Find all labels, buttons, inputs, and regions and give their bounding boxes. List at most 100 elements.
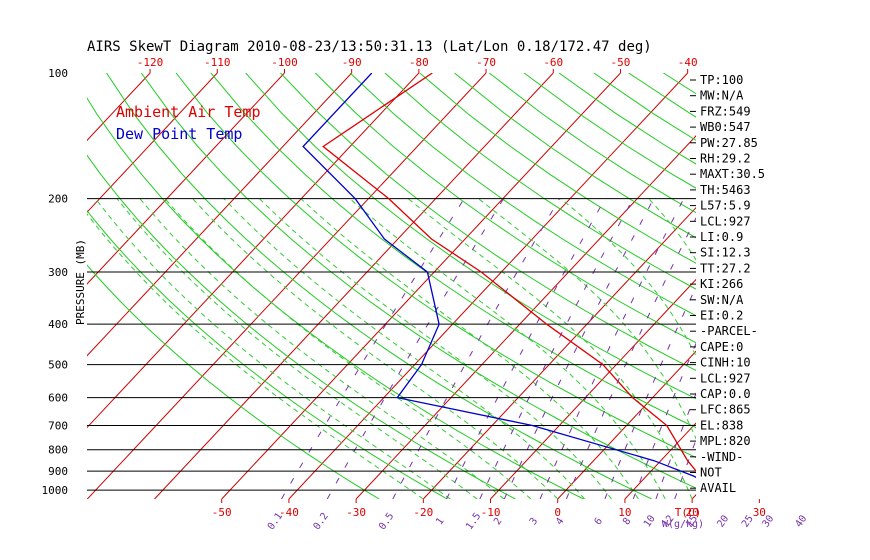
stat-item: -PARCEL- bbox=[700, 324, 758, 338]
stat-item: WB0:547 bbox=[700, 120, 751, 134]
moist-adiabat-line bbox=[349, 198, 666, 499]
moist-adiabat-line bbox=[478, 198, 696, 440]
moist-adiabat-line bbox=[407, 198, 693, 499]
dry-adiabat-line bbox=[87, 209, 448, 499]
top-temp-tick-label: -70 bbox=[476, 56, 496, 69]
mixing-ratio-line bbox=[775, 199, 870, 499]
mixing-ratio-label: 0.5 bbox=[377, 511, 396, 532]
w-unit-label: W(g/kg) bbox=[662, 519, 704, 530]
dry-adiabat-line bbox=[87, 154, 516, 499]
stat-item: TH:5463 bbox=[700, 183, 751, 197]
dry-adiabat-line bbox=[419, 73, 696, 264]
chart-title: AIRS SkewT Diagram 2010-08-23/13:50:31.1… bbox=[87, 39, 652, 55]
isotherm-line bbox=[87, 73, 218, 213]
stat-item: AVAIL bbox=[700, 481, 736, 495]
dry-adiabat-line bbox=[488, 73, 696, 214]
top-temp-tick-label: -110 bbox=[204, 56, 231, 69]
top-temp-tick-label: -60 bbox=[543, 56, 563, 69]
stat-item: EL:838 bbox=[700, 418, 743, 432]
top-temp-tick-label: -100 bbox=[271, 56, 298, 69]
stat-item: LCL:927 bbox=[700, 214, 751, 228]
stat-item: TT:27.2 bbox=[700, 261, 751, 275]
dry-adiabat-line bbox=[280, 73, 696, 371]
bottom-temp-tick-label: -50 bbox=[212, 506, 232, 519]
stat-item: KI:266 bbox=[700, 277, 743, 291]
moist-adiabat-line bbox=[192, 198, 559, 499]
mixing-ratio-label: 6 bbox=[593, 516, 605, 527]
isotherm-line bbox=[87, 73, 285, 285]
bottom-temp-tick-label: 10 bbox=[618, 506, 631, 519]
isotherm-line bbox=[87, 73, 353, 357]
isotherm-line bbox=[288, 73, 689, 499]
mixing-ratio-label: 10 bbox=[642, 513, 658, 529]
bottom-temp-tick-label: 30 bbox=[753, 506, 766, 519]
y-axis-label: PRESSURE (MB) bbox=[74, 239, 87, 325]
bottom-temp-tick-label: -30 bbox=[346, 506, 366, 519]
isotherm-line bbox=[0, 73, 16, 499]
isotherm-line bbox=[557, 350, 696, 499]
stat-item: CAP:0.0 bbox=[700, 387, 751, 401]
dry-adiabat-line bbox=[768, 73, 870, 499]
x-unit-label: T(C) bbox=[675, 506, 702, 519]
dry-adiabat-line bbox=[384, 73, 696, 290]
top-temp-tick-label: -90 bbox=[342, 56, 362, 69]
stat-item: CAPE:0 bbox=[700, 340, 743, 354]
moist-adiabat-line bbox=[794, 199, 827, 499]
dry-adiabat-line bbox=[803, 73, 870, 499]
dry-adiabat-line bbox=[523, 73, 696, 189]
dry-adiabat-line bbox=[349, 73, 696, 317]
isotherm-line bbox=[87, 73, 487, 499]
mixing-ratio-label: 20 bbox=[715, 513, 731, 529]
isotherm-line bbox=[422, 206, 696, 499]
stat-item: NOT bbox=[700, 466, 722, 480]
dew-point-tempseries-line bbox=[302, 73, 696, 478]
legend-dew-point-temp: Dew Point Temp bbox=[116, 125, 242, 143]
mixing-ratio-label: 8 bbox=[621, 516, 633, 527]
pressure-tick-label: 900 bbox=[48, 465, 68, 478]
isotherm-line bbox=[490, 278, 696, 499]
pressure-tick-label: 100 bbox=[48, 67, 68, 80]
dry-adiabat-line bbox=[140, 73, 696, 489]
bottom-temp-tick-label: -40 bbox=[279, 506, 299, 519]
pressure-tick-label: 800 bbox=[48, 444, 68, 457]
pressure-tick-label: 400 bbox=[48, 318, 68, 331]
stat-item: MAXT:30.5 bbox=[700, 167, 765, 181]
top-temp-tick-label: -80 bbox=[409, 56, 429, 69]
dry-adiabat-line bbox=[106, 73, 652, 499]
legend-ambient-air-temp: Ambient Air Temp bbox=[116, 103, 261, 121]
stat-item: CINH:10 bbox=[700, 356, 751, 370]
pressure-tick-label: 600 bbox=[48, 392, 68, 405]
mixing-ratio-line bbox=[754, 199, 861, 499]
ambient-air-tempseries-line bbox=[322, 73, 696, 472]
isotherm-line bbox=[221, 73, 621, 499]
isotherm-line bbox=[759, 73, 870, 499]
moist-adiabat-line bbox=[116, 198, 478, 499]
top-temp-tick-label: -50 bbox=[611, 56, 631, 69]
moist-adiabat-line bbox=[259, 198, 612, 499]
isotherm-line bbox=[154, 73, 554, 499]
stat-item: EI:0.2 bbox=[700, 309, 743, 323]
stat-item: L57:5.9 bbox=[700, 199, 751, 213]
stat-item: -WIND- bbox=[700, 450, 743, 464]
dry-adiabat-line bbox=[837, 73, 870, 499]
dry-adiabat-line bbox=[210, 73, 696, 429]
dry-adiabat-line bbox=[314, 73, 696, 344]
mixing-ratio-line bbox=[392, 198, 560, 499]
mixing-ratio-line bbox=[326, 198, 505, 499]
pressure-tick-label: 200 bbox=[48, 193, 68, 206]
mixing-ratio-label: 2 bbox=[492, 516, 504, 527]
stat-item: SW:N/A bbox=[700, 293, 744, 307]
moist-adiabat-line bbox=[164, 198, 532, 499]
mixing-ratio-label: 40 bbox=[793, 513, 809, 529]
stat-item: LCL:927 bbox=[700, 371, 751, 385]
mixing-ratio-label: 1 bbox=[434, 516, 446, 527]
dry-adiabat-line bbox=[175, 73, 696, 459]
stat-item: LFC:865 bbox=[700, 403, 751, 417]
stat-item: RH:29.2 bbox=[700, 152, 751, 166]
stat-item: MPL:820 bbox=[700, 434, 751, 448]
bottom-temp-tick-label: -20 bbox=[413, 506, 433, 519]
stat-item: FRZ:549 bbox=[700, 104, 751, 118]
top-temp-tick-label: -120 bbox=[137, 56, 164, 69]
bottom-temp-tick-label: 0 bbox=[554, 506, 561, 519]
